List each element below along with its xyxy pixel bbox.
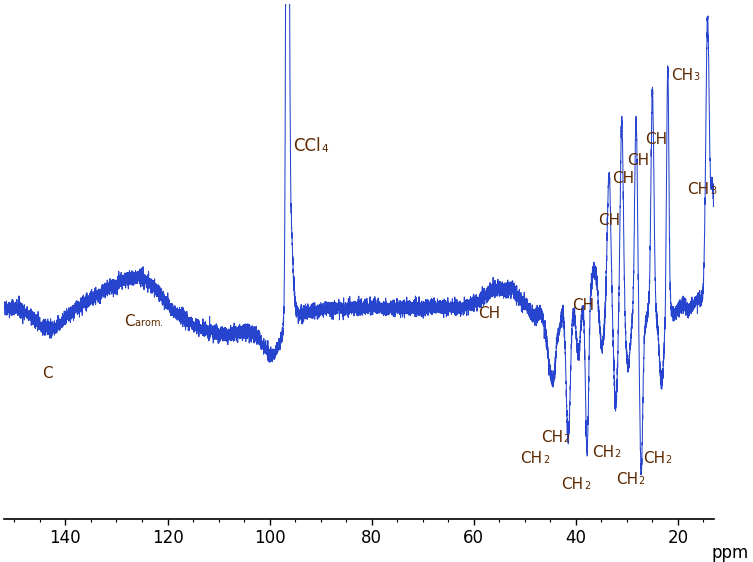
Text: CH: CH <box>592 446 614 460</box>
Text: C: C <box>123 314 134 329</box>
Text: $\mathregular{_4}$: $\mathregular{_4}$ <box>321 139 329 155</box>
Text: $\mathregular{_2}$: $\mathregular{_2}$ <box>614 446 621 460</box>
Text: C: C <box>42 366 53 382</box>
Text: CCl: CCl <box>293 137 321 155</box>
Text: $\mathregular{_2}$: $\mathregular{_2}$ <box>584 478 591 492</box>
Text: CH: CH <box>541 430 563 445</box>
Text: $\mathregular{_3}$: $\mathregular{_3}$ <box>709 183 717 197</box>
Text: CH: CH <box>616 472 638 487</box>
Text: $\mathregular{_{arom.}}$: $\mathregular{_{arom.}}$ <box>134 315 164 329</box>
Text: CH: CH <box>611 171 634 186</box>
Text: ppm: ppm <box>711 544 748 562</box>
Text: $\mathregular{_2}$: $\mathregular{_2}$ <box>563 430 571 445</box>
Text: CH: CH <box>671 69 694 83</box>
Text: CH: CH <box>687 182 709 197</box>
Text: CH: CH <box>572 298 595 313</box>
Text: CH: CH <box>643 451 665 466</box>
Text: $\mathregular{_3}$: $\mathregular{_3}$ <box>694 69 701 83</box>
Text: CH: CH <box>627 153 649 167</box>
Text: CH: CH <box>562 477 584 492</box>
Text: $\mathregular{_2}$: $\mathregular{_2}$ <box>638 473 645 487</box>
Text: CH: CH <box>478 306 500 321</box>
Text: $\mathregular{_2}$: $\mathregular{_2}$ <box>665 452 672 466</box>
Text: CH: CH <box>598 214 620 228</box>
Text: $\mathregular{_2}$: $\mathregular{_2}$ <box>543 452 550 466</box>
Text: CH: CH <box>520 451 543 466</box>
Text: CH: CH <box>645 132 667 147</box>
